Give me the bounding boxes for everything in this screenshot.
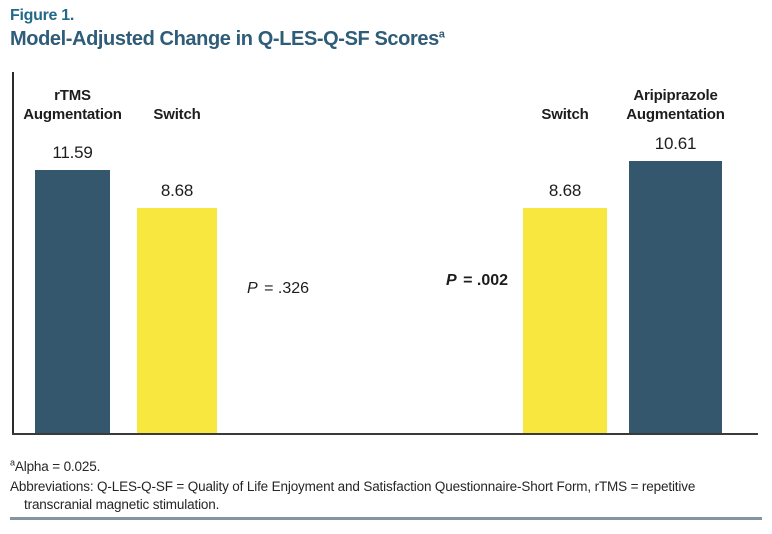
bar-category-label-2: Switch: [87, 105, 267, 124]
p-value-annotation-1: P = .326: [198, 280, 358, 298]
bar-category-label-1: rTMS Augmentation: [0, 86, 163, 124]
p-symbol: P: [246, 280, 258, 297]
figure-title: Model-Adjusted Change in Q-LES-Q-SF Scor…: [10, 28, 445, 51]
figure-number-label: Figure 1.: [10, 7, 74, 24]
footnote-abbreviations-line2: transcranial magnetic stimulation.: [24, 497, 220, 512]
bar-value-label-4: 10.61: [654, 134, 697, 153]
bar-value-label-2: 8.68: [160, 181, 194, 200]
bar-3: [523, 208, 607, 433]
bottom-rule-divider: [10, 517, 762, 520]
bar-category-label-3: Switch: [475, 105, 655, 124]
bar-value-label-3: 8.68: [548, 181, 582, 200]
bar-category-label-line: Switch: [153, 106, 201, 123]
footnote-alpha: aAlpha = 0.025.: [10, 457, 101, 475]
p-value-annotation-2: P = .002: [397, 272, 557, 290]
x-axis-baseline: [12, 433, 758, 435]
footnote-alpha-text: Alpha = 0.025.: [14, 459, 101, 474]
bar-category-label-4: Aripiprazole Augmentation: [586, 86, 766, 124]
figure-title-text: Model-Adjusted Change in Q-LES-Q-SF Scor…: [10, 28, 439, 50]
bar-4: [629, 161, 722, 433]
p-value-text: = .002: [458, 272, 509, 289]
figure-title-superscript: a: [438, 28, 445, 41]
p-symbol: P: [445, 272, 457, 289]
bar-1: [35, 170, 110, 433]
bar-value-label-1: 11.59: [52, 143, 93, 162]
footnote-alpha-superscript: a: [10, 457, 15, 468]
bar-category-label-line: Augmentation: [626, 106, 725, 123]
bar-category-label-line: Augmentation: [23, 106, 122, 123]
y-axis-line: [12, 72, 14, 434]
bar-category-label-line: Switch: [541, 106, 589, 123]
bar-2: [137, 208, 217, 433]
bar-category-label-line: rTMS: [54, 87, 91, 104]
bar-category-label-line: Aripiprazole: [633, 87, 718, 104]
footnote-abbreviations-line1: Abbreviations: Q-LES-Q-SF = Quality of L…: [10, 479, 696, 494]
p-value-text: = .326: [259, 280, 310, 297]
